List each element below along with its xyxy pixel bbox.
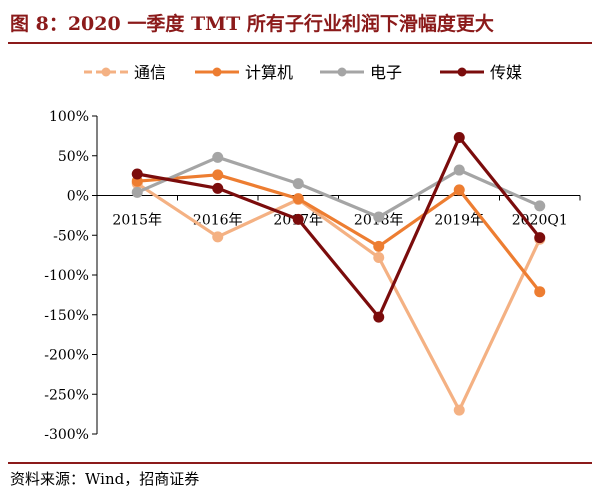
line-chart: 通信 计算机 电子 传媒 100% 50% 0% -50% -100% -150% -200% -2…	[44, 63, 581, 443]
data-point	[453, 131, 465, 143]
data-point	[212, 151, 224, 163]
data-point	[373, 211, 385, 223]
chart-legend: 通信 计算机 电子 传媒	[84, 63, 522, 82]
series-line-2	[135, 173, 542, 294]
y-axis: 100% 50% 0% -50% -100% -150% -200% -250% -300%	[44, 109, 98, 443]
data-point	[131, 168, 143, 180]
x-tick-label: 2019年	[434, 213, 484, 229]
data-point	[534, 232, 546, 244]
y-tick-label: -200%	[44, 348, 89, 364]
legend-marker-2	[212, 67, 222, 77]
source-rule	[8, 462, 592, 464]
x-tick-label: 2020Q1	[512, 213, 568, 229]
data-point	[292, 178, 304, 190]
data-point	[292, 213, 304, 225]
data-point	[212, 182, 224, 194]
legend-label-2: 计算机	[245, 63, 293, 82]
y-tick-label: -50%	[53, 228, 89, 244]
data-point	[534, 200, 546, 212]
data-point	[212, 231, 224, 243]
chart-series	[131, 131, 546, 416]
x-axis: 2015年2016年2017年2018年2019年2020Q1	[96, 195, 581, 229]
y-tick-label: 100%	[49, 109, 89, 125]
data-point	[534, 286, 546, 298]
y-tick-label: 0%	[67, 189, 89, 205]
data-point	[453, 404, 465, 416]
legend-marker-3	[337, 67, 347, 77]
x-tick-label: 2016年	[193, 213, 243, 229]
legend-marker-1	[101, 67, 111, 77]
y-tick-label: -250%	[44, 387, 89, 403]
legend-label-1: 通信	[134, 63, 166, 82]
x-tick-label: 2015年	[112, 213, 162, 229]
y-tick-label: 50%	[58, 149, 89, 165]
data-point	[212, 169, 224, 181]
figure-title: 图 8：2020 一季度 TMT 所有子行业利润下滑幅度更大	[10, 13, 494, 35]
series-line-3	[135, 155, 542, 219]
data-point	[373, 240, 385, 252]
data-point	[453, 184, 465, 196]
source-note: 资料来源：Wind，招商证券	[10, 470, 200, 488]
data-point	[453, 164, 465, 176]
title-rule	[8, 42, 592, 44]
series-line-1	[135, 182, 542, 412]
data-point	[131, 186, 143, 198]
data-point	[292, 193, 304, 205]
legend-marker-4	[457, 67, 467, 77]
y-tick-label: -150%	[44, 308, 89, 324]
series-line-4	[135, 135, 542, 319]
data-point	[373, 252, 385, 264]
legend-label-3: 电子	[370, 63, 402, 82]
y-tick-label: -100%	[44, 268, 89, 284]
y-tick-label: -300%	[44, 427, 89, 443]
legend-label-4: 传媒	[490, 63, 522, 82]
data-point	[373, 311, 385, 323]
